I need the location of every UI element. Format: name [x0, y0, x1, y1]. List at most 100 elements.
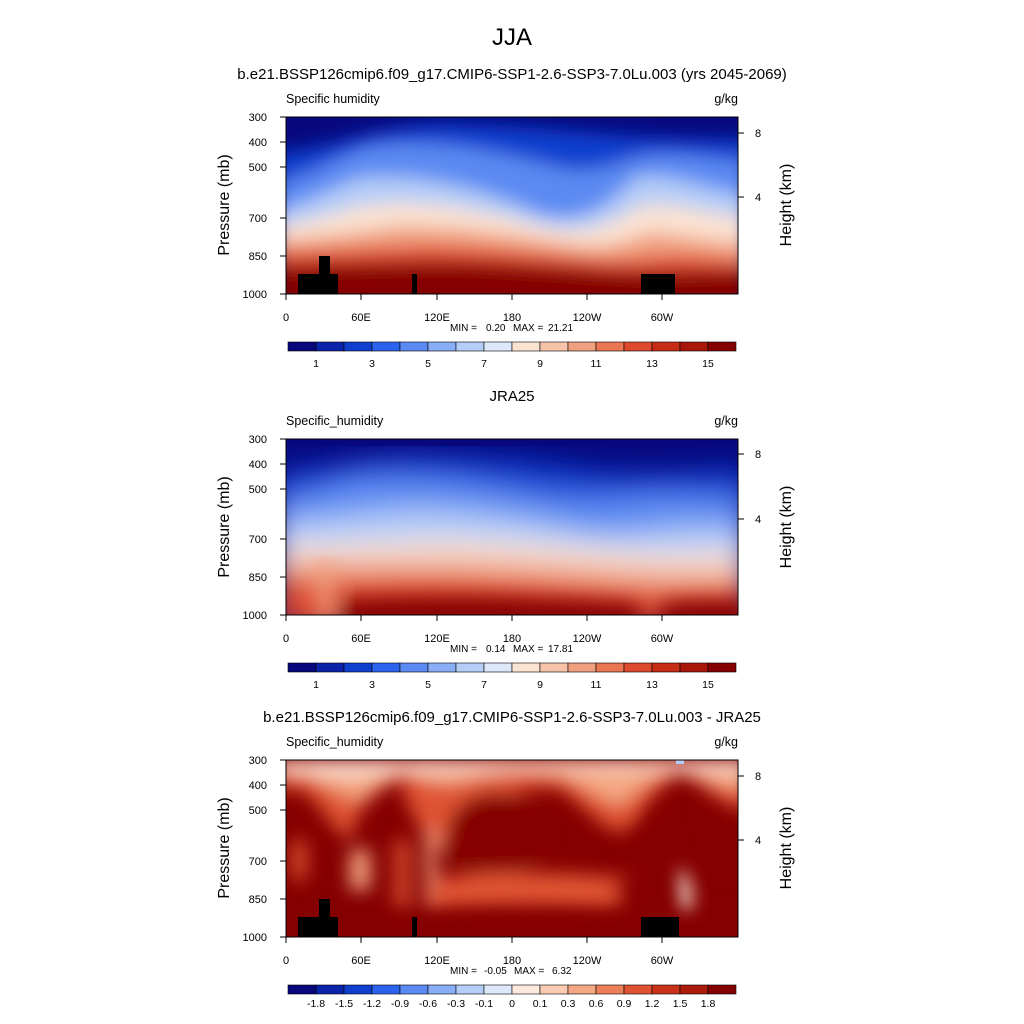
colorbar-swatch	[315, 662, 345, 673]
x-axis-ticks: 0 60E 120E 180 120W 60W	[283, 955, 674, 967]
x-tick-label: 120W	[573, 955, 602, 967]
colorbar-swatch	[455, 662, 485, 673]
colorbar-swatch	[679, 341, 709, 352]
x-tick-label: 180	[503, 633, 521, 645]
colorbar-swatch	[707, 984, 737, 995]
y-tick-label: 500	[249, 484, 267, 496]
colorbar-swatch	[371, 662, 401, 673]
colorbar-swatch	[567, 341, 597, 352]
y2-axis-title: Height (km)	[778, 486, 795, 569]
season-title: JJA	[492, 24, 532, 51]
colorbar-swatch	[427, 662, 457, 673]
y-tick-marks	[280, 759, 744, 938]
x-tick-marks	[285, 937, 663, 943]
colorbar-swatch	[595, 984, 625, 995]
y-axis-ticks: 300 400 500 700 850 1000	[243, 434, 267, 622]
colorbar-swatch	[539, 341, 569, 352]
max-value: 17.81	[548, 644, 573, 655]
diff-title: b.e21.BSSP126cmip6.f09_g17.CMIP6-SSP1-2.…	[263, 709, 761, 726]
colorbar-label: 15	[702, 679, 714, 691]
y-tick-label: 700	[249, 213, 267, 225]
colorbar-swatch	[595, 662, 625, 673]
colorbar-swatch	[623, 662, 653, 673]
colorbar-label: -1.5	[335, 998, 353, 1010]
variable-label: Specific_humidity	[286, 735, 384, 749]
colorbar-label: -1.2	[363, 998, 381, 1010]
colorbar-swatch	[707, 341, 737, 352]
y-tick-label: 500	[249, 162, 267, 174]
colorbar-swatch	[287, 662, 317, 673]
colorbar-swatch	[707, 662, 737, 673]
colorbar-label: -0.1	[475, 998, 493, 1010]
y-tick-label: 850	[249, 894, 267, 906]
colorbar-swatch	[539, 984, 569, 995]
terrain-diff	[298, 899, 679, 937]
y-tick-label: 850	[249, 572, 267, 584]
colorbar-label: 1.2	[645, 998, 660, 1010]
colorbar-label: 3	[369, 358, 375, 370]
colorbar-swatch	[511, 662, 541, 673]
colorbar-swatch	[343, 984, 373, 995]
y2-axis-ticks: 8 4	[755, 128, 761, 204]
colorbar-swatch	[651, 984, 681, 995]
y-tick-marks	[280, 438, 744, 616]
minmax-label: MIN = 0.14 MAX = 17.81	[450, 644, 573, 655]
colorbar-labels-model: 1 3 5 7 9 11 13 15	[313, 358, 714, 370]
y-tick-label: 850	[249, 251, 267, 263]
terrain-model	[298, 256, 675, 294]
max-value: 21.21	[548, 323, 573, 334]
panel-diff: Specific_humidity g/kg Pressure (mb) Hei…	[216, 735, 795, 1010]
x-tick-label: 60W	[651, 955, 674, 967]
colorbar-model	[287, 341, 737, 352]
y-tick-label: 1000	[243, 289, 267, 301]
max-label: MAX =	[514, 966, 544, 977]
colorbar-diff	[287, 984, 737, 995]
colorbar-label: 11	[591, 679, 602, 691]
colorbar-label: 0.9	[617, 998, 632, 1010]
colorbar-swatch	[399, 662, 429, 673]
x-tick-label: 120E	[424, 633, 450, 645]
y-tick-label: 400	[249, 459, 267, 471]
colorbar-label: 9	[537, 679, 543, 691]
colorbar-label: -0.3	[447, 998, 465, 1010]
colorbar-swatch	[315, 341, 345, 352]
units-label: g/kg	[714, 414, 738, 428]
colorbar-swatch	[567, 984, 597, 995]
y2-tick-label: 4	[755, 835, 761, 847]
colorbar-label: -0.6	[419, 998, 437, 1010]
x-axis-ticks: 0 60E 120E 180 120W 60W	[283, 633, 674, 645]
y-axis-title: Pressure (mb)	[216, 154, 233, 255]
heatmap-model	[286, 117, 738, 294]
colorbar-swatch	[483, 341, 513, 352]
y2-tick-label: 4	[755, 514, 761, 526]
colorbar-label: 1	[313, 679, 319, 691]
y2-axis-ticks: 8 4	[755, 449, 761, 526]
colorbar-swatch	[399, 341, 429, 352]
colorbar-swatch	[287, 984, 317, 995]
colorbar-label: 1.8	[701, 998, 716, 1010]
colorbar-swatch	[343, 662, 373, 673]
y-axis-title: Pressure (mb)	[216, 476, 233, 577]
colorbar-labels-obs: 1 3 5 7 9 11 13 15	[313, 679, 714, 691]
y-tick-marks	[280, 116, 744, 295]
x-tick-label: 60W	[651, 312, 674, 324]
y2-tick-label: 8	[755, 771, 761, 783]
min-value: 0.20	[486, 323, 506, 334]
x-tick-marks	[285, 615, 663, 621]
colorbar-label: 13	[646, 679, 658, 691]
colorbar-swatch	[623, 984, 653, 995]
colorbar-swatch	[427, 341, 457, 352]
min-value: 0.14	[486, 644, 506, 655]
colorbar-label: 1.5	[673, 998, 688, 1010]
y-tick-label: 300	[249, 755, 267, 767]
heatmap-obs	[286, 439, 738, 615]
units-label: g/kg	[714, 735, 738, 749]
colorbar-labels-diff: -1.8 -1.5 -1.2 -0.9 -0.6 -0.3 -0.1 0 0.1 0.3 0.6 0.…	[307, 998, 715, 1010]
colorbar-swatch	[651, 662, 681, 673]
minmax-label: MIN = -0.05 MAX = 6.32	[450, 966, 572, 977]
x-tick-label: 0	[283, 955, 289, 967]
colorbar-swatch	[595, 341, 625, 352]
colorbar-swatch	[539, 662, 569, 673]
colorbar-swatch	[343, 341, 373, 352]
